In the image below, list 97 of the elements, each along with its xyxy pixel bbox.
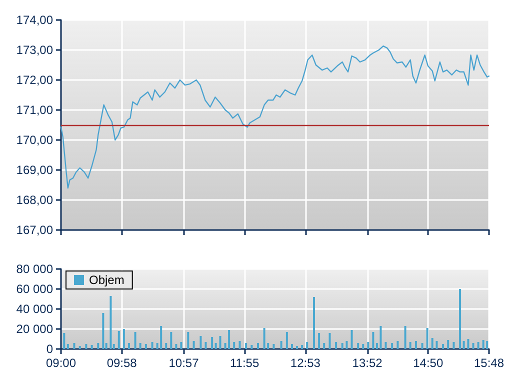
bar: [118, 331, 120, 349]
x-tick-label: 11:55: [230, 356, 260, 370]
bar: [134, 332, 136, 349]
bar: [170, 332, 172, 349]
y-tick-label: 168,00: [16, 193, 54, 207]
bar: [139, 343, 142, 349]
bar: [436, 341, 438, 349]
bar: [467, 339, 470, 349]
bar: [110, 296, 112, 349]
bar: [391, 343, 394, 349]
x-tick-label: 09:58: [106, 356, 138, 370]
x-tick-label: 13:52: [352, 356, 383, 370]
bar: [228, 330, 230, 349]
bar: [200, 336, 202, 349]
bar: [90, 345, 93, 349]
bar: [78, 346, 81, 349]
bar: [192, 341, 195, 349]
bar: [462, 341, 465, 349]
bar: [280, 341, 282, 349]
bar: [350, 330, 353, 349]
bar: [301, 345, 304, 349]
bar: [272, 344, 275, 349]
bar: [85, 344, 88, 349]
y-tick-label: 173,00: [16, 43, 54, 57]
x-tick-label: 15:48: [474, 356, 504, 370]
y-tick-label: 167,00: [16, 223, 54, 237]
y-tick-label: 172,00: [16, 73, 54, 87]
bar: [318, 333, 320, 349]
y-tick-label: 0: [46, 342, 54, 356]
bar: [357, 343, 360, 349]
bar: [426, 328, 428, 349]
bar: [180, 342, 182, 349]
bar: [335, 342, 338, 349]
bar: [313, 297, 316, 349]
bar: [362, 344, 364, 349]
bar: [263, 328, 266, 349]
y-tick-label: 40 000: [16, 302, 54, 316]
line-series: [60, 46, 490, 189]
y-tick-label: 60 000: [16, 282, 54, 296]
y-tick-label: 170,00: [16, 133, 54, 147]
bar: [211, 337, 214, 349]
bar: [250, 345, 253, 349]
bar: [296, 346, 298, 349]
bar: [66, 344, 69, 349]
x-tick-label: 09:00: [46, 356, 76, 370]
bar: [97, 343, 100, 349]
bar: [323, 343, 326, 349]
bar: [380, 326, 382, 349]
bar: [245, 343, 248, 349]
bar: [472, 343, 474, 349]
bar: [187, 332, 190, 349]
bar: [122, 329, 125, 349]
bar: [204, 342, 207, 349]
bar: [73, 343, 76, 349]
x-tick-label: 10:57: [168, 356, 200, 370]
bar: [233, 342, 236, 349]
y-tick-label: 80 000: [16, 262, 54, 276]
bar: [372, 332, 374, 349]
y-tick-label: 174,00: [16, 13, 54, 27]
x-tick-label: 12:53: [290, 356, 321, 370]
bar: [286, 332, 288, 349]
bar: [384, 342, 387, 349]
bar: [367, 342, 370, 349]
bar: [404, 326, 406, 349]
bar: [414, 341, 417, 349]
bar: [175, 344, 178, 349]
bar: [306, 342, 308, 349]
bar: [214, 343, 217, 349]
bar: [238, 341, 241, 349]
bar: [160, 326, 162, 349]
bar: [442, 344, 444, 349]
bar: [341, 343, 344, 349]
bar: [219, 336, 222, 349]
x-tick-label: 14:50: [413, 356, 444, 370]
y-tick-label: 20 000: [16, 322, 54, 336]
bar: [452, 342, 455, 349]
bar: [459, 289, 462, 349]
y-tick-label: 169,00: [16, 163, 54, 177]
bar: [431, 338, 434, 349]
bar: [128, 343, 130, 349]
bar: [482, 340, 484, 349]
y-tick-label: 171,00: [16, 103, 54, 117]
bar: [257, 343, 259, 349]
bar: [477, 342, 480, 349]
bar: [486, 341, 488, 349]
bar: [151, 342, 154, 349]
bar: [328, 333, 331, 349]
bar: [102, 313, 104, 349]
legend-label: Objem: [89, 273, 124, 287]
bar: [165, 343, 168, 349]
bar: [290, 344, 293, 349]
bar: [396, 341, 399, 349]
bar: [346, 341, 348, 349]
bar: [409, 342, 412, 349]
bar: [144, 344, 147, 349]
bar: [447, 340, 450, 349]
bar: [421, 343, 424, 349]
